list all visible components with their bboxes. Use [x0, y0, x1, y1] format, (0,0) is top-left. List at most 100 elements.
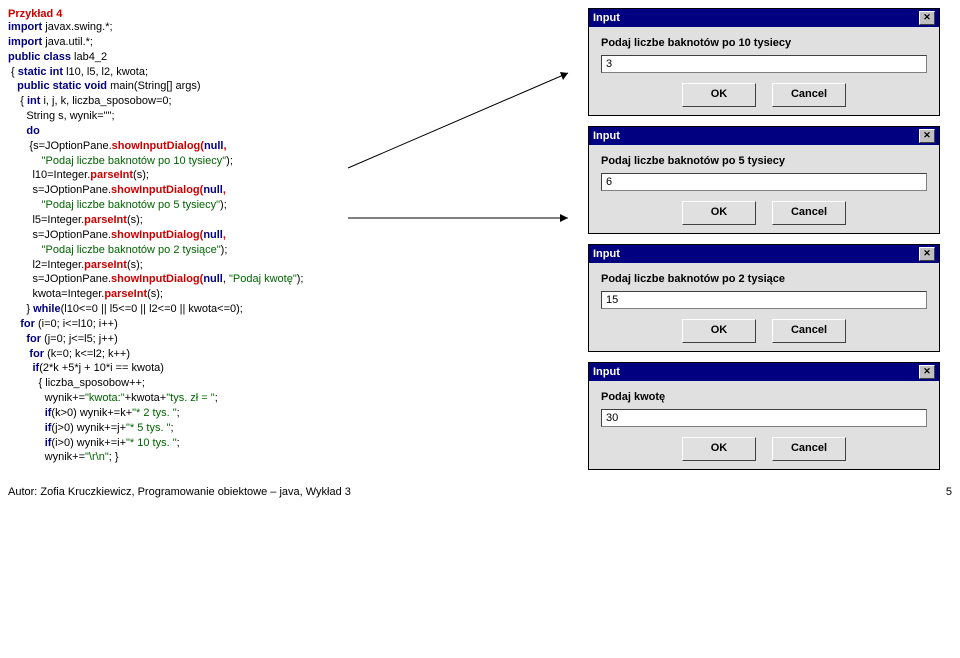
- comma: ,: [223, 184, 226, 196]
- input-dialog: Input ✕ Podaj liczbe baknotów po 2 tysią…: [588, 244, 940, 352]
- dialog-titlebar[interactable]: Input ✕: [589, 363, 939, 381]
- code-text: );: [226, 155, 233, 167]
- code-text: [8, 348, 29, 360]
- cancel-button[interactable]: Cancel: [772, 201, 846, 225]
- code-text: (i=0; i<=l10; i++): [35, 318, 118, 330]
- code-text: s=JOptionPane.: [8, 229, 111, 241]
- code-text: ;: [177, 437, 180, 449]
- code-text: [8, 437, 45, 449]
- ok-button[interactable]: OK: [682, 83, 756, 107]
- footer: Autor: Zofia Kruczkiewicz, Programowanie…: [8, 486, 952, 498]
- kw-for: for: [26, 333, 41, 345]
- kw-null: null: [203, 273, 223, 285]
- code-text: );: [220, 199, 227, 211]
- code-text: [8, 155, 42, 167]
- code-text: {: [8, 95, 27, 107]
- code-text: javax.swing.*;: [42, 21, 112, 33]
- code-text: l2=Integer.: [8, 259, 84, 271]
- close-icon[interactable]: ✕: [919, 129, 935, 143]
- code-text: [8, 362, 32, 374]
- code-text: {: [8, 66, 18, 78]
- kw-import: import: [8, 36, 42, 48]
- code-text: s=JOptionPane.: [8, 273, 111, 285]
- code-text: java.util.*;: [42, 36, 93, 48]
- cancel-button[interactable]: Cancel: [772, 319, 846, 343]
- string-literal: "Podaj liczbe baknotów po 2 tysiące": [42, 244, 221, 256]
- input-dialog: Input ✕ Podaj liczbe baknotów po 5 tysie…: [588, 126, 940, 234]
- comma: ,: [224, 140, 227, 152]
- method-parseint: parseInt: [90, 169, 133, 181]
- method-showinputdialog: showInputDialog: [112, 140, 201, 152]
- cancel-button[interactable]: Cancel: [772, 83, 846, 107]
- cancel-button[interactable]: Cancel: [772, 437, 846, 461]
- code-text: (s);: [147, 288, 163, 300]
- dialog-input[interactable]: [601, 291, 927, 309]
- code-text: (k=0; k<=l2; k++): [44, 348, 130, 360]
- method-parseint: parseInt: [84, 214, 127, 226]
- ok-button[interactable]: OK: [682, 437, 756, 461]
- ok-button[interactable]: OK: [682, 201, 756, 225]
- code-text: main(String[] args): [107, 80, 201, 92]
- kw-null: null: [203, 184, 223, 196]
- dialog-title: Input: [593, 248, 620, 260]
- code-text: l10, l5, l2, kwota;: [63, 66, 148, 78]
- method-parseint: parseInt: [104, 288, 147, 300]
- ok-button[interactable]: OK: [682, 319, 756, 343]
- dialog-title: Input: [593, 366, 620, 378]
- code-text: (s);: [127, 259, 143, 271]
- code-text: lab4_2: [71, 51, 107, 63]
- close-icon[interactable]: ✕: [919, 11, 935, 25]
- code-text: wynik+=: [8, 451, 85, 463]
- dialog-input[interactable]: [601, 409, 927, 427]
- code-text: }: [8, 303, 33, 315]
- kw-for: for: [29, 348, 44, 360]
- close-icon[interactable]: ✕: [919, 247, 935, 261]
- method-showinputdialog: showInputDialog: [111, 273, 200, 285]
- code-text: [8, 125, 26, 137]
- dialog-titlebar[interactable]: Input ✕: [589, 9, 939, 27]
- string-literal: "Podaj liczbe baknotów po 5 tysiecy": [42, 199, 220, 211]
- kw-import: import: [8, 21, 42, 33]
- code-text: l5=Integer.: [8, 214, 84, 226]
- code-text: {s=JOptionPane.: [8, 140, 112, 152]
- string-literal: "Podaj kwotę": [229, 273, 297, 285]
- kw-public-class: public class: [8, 51, 71, 63]
- code-text: s=JOptionPane.: [8, 184, 111, 196]
- code-text: (s);: [127, 214, 143, 226]
- string-literal: "tys. zł = ": [166, 392, 214, 404]
- code-text: ; }: [109, 451, 119, 463]
- code-text: (j>0) wynik+=j+: [51, 422, 126, 434]
- dialog-title: Input: [593, 12, 620, 24]
- method-parseint: parseInt: [84, 259, 127, 271]
- page-number: 5: [946, 486, 952, 498]
- code-text: (k>0) wynik+=k+: [51, 407, 132, 419]
- dialog-prompt: Podaj liczbe baknotów po 2 tysiące: [601, 273, 927, 285]
- dialog-prompt: Podaj liczbe baknotów po 10 tysiecy: [601, 37, 927, 49]
- kw-do: do: [26, 125, 39, 137]
- code-text: +kwota+: [125, 392, 167, 404]
- code-text: (j=0; j<=l5; j++): [41, 333, 118, 345]
- dialog-titlebar[interactable]: Input ✕: [589, 127, 939, 145]
- code-text: l10=Integer.: [8, 169, 90, 181]
- input-dialog: Input ✕ Podaj liczbe baknotów po 10 tysi…: [588, 8, 940, 116]
- dialog-input[interactable]: [601, 173, 927, 191]
- kw-null: null: [203, 229, 223, 241]
- code-text: [8, 407, 45, 419]
- code-text: [8, 318, 20, 330]
- kw-for: for: [20, 318, 35, 330]
- close-icon[interactable]: ✕: [919, 365, 935, 379]
- kw-static-int: static int: [18, 66, 63, 78]
- string-literal: "* 10 tys. ": [126, 437, 177, 449]
- comma: ,: [223, 229, 226, 241]
- code-text: (s);: [133, 169, 149, 181]
- dialog-titlebar[interactable]: Input ✕: [589, 245, 939, 263]
- string-literal: "\r\n": [85, 451, 109, 463]
- kw-null: null: [204, 140, 224, 152]
- code-text: (2*k +5*j + 10*i == kwota): [39, 362, 164, 374]
- string-literal: "kwota:": [85, 392, 125, 404]
- footer-text: Autor: Zofia Kruczkiewicz, Programowanie…: [8, 486, 351, 498]
- code-text: (l10<=0 || l5<=0 || l2<=0 || kwota<=0);: [61, 303, 243, 315]
- code-text: ;: [177, 407, 180, 419]
- dialog-input[interactable]: [601, 55, 927, 73]
- code-text: kwota=Integer.: [8, 288, 104, 300]
